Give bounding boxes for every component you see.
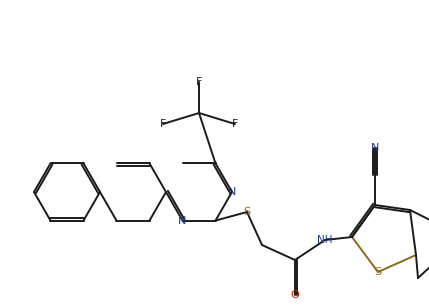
Text: N: N	[371, 143, 379, 153]
Text: S: S	[243, 207, 251, 217]
Text: F: F	[160, 119, 166, 129]
Text: F: F	[232, 119, 238, 129]
Text: NH: NH	[317, 235, 333, 245]
Text: O: O	[290, 290, 299, 300]
Text: N: N	[228, 187, 236, 197]
Text: S: S	[375, 267, 381, 277]
Text: N: N	[178, 216, 187, 226]
Text: F: F	[196, 77, 202, 87]
